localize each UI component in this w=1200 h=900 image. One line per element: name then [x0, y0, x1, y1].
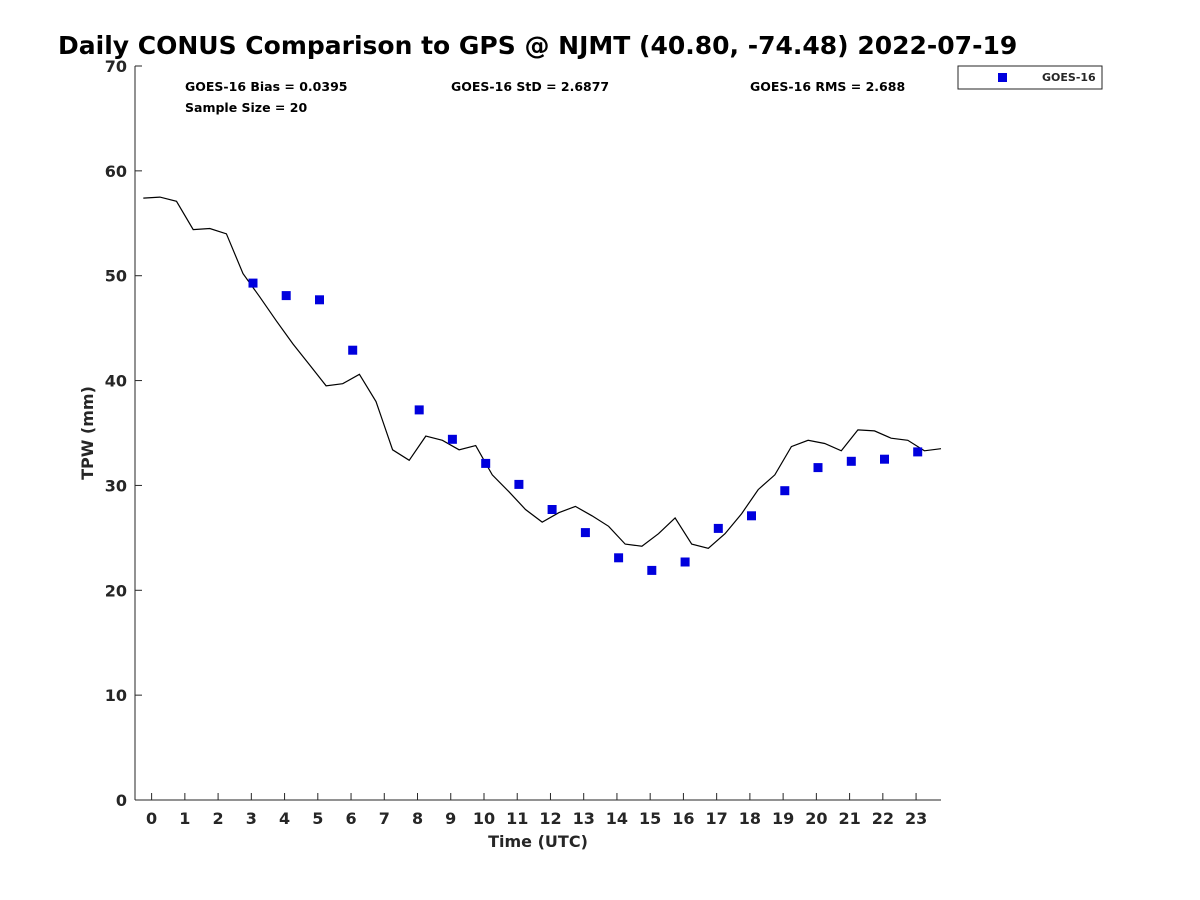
sample-size-stat: Sample Size = 20: [185, 100, 307, 115]
x-tick-label: 15: [639, 809, 661, 828]
chart-title: Daily CONUS Comparison to GPS @ NJMT (40…: [58, 31, 1017, 60]
x-tick-label: 11: [506, 809, 528, 828]
y-tick-label: 20: [105, 581, 127, 600]
goes16-point: [680, 557, 690, 567]
legend-box: [957, 65, 1103, 90]
std-stat: GOES-16 StD = 2.6877: [451, 79, 609, 94]
goes16-point: [248, 278, 258, 288]
goes16-point: [880, 454, 889, 464]
goes16-point: [647, 565, 657, 575]
goes16-point: [547, 505, 557, 514]
goes16-point: [747, 511, 756, 521]
goes16-point: [913, 447, 923, 457]
goes16-point: [580, 528, 590, 538]
y-axis-ticks: 0 10 20 30 40 50 60 70: [105, 57, 142, 810]
x-axis-ticks: 0 1 2 3 4 5 6 7 8 9 10 11 12 13 14 15 16 17 18 19 20 21 22 23: [146, 793, 927, 828]
goes16-point: [514, 479, 524, 489]
goes16-point: [281, 291, 291, 301]
x-tick-label: 13: [573, 809, 595, 828]
x-tick-label: 10: [473, 809, 495, 828]
x-tick-label: 1: [179, 809, 190, 828]
goes16-point: [846, 456, 856, 466]
x-tick-label: 4: [279, 809, 290, 828]
legend-marker-goes16: [998, 73, 1007, 82]
x-tick-label: 7: [379, 809, 390, 828]
goes16-points: [248, 278, 923, 575]
x-tick-label: 12: [539, 809, 561, 828]
y-tick-label: 10: [105, 686, 127, 705]
goes16-point: [614, 553, 624, 563]
x-tick-label: 9: [445, 809, 456, 828]
goes16-point: [713, 523, 723, 533]
y-tick-label: 70: [105, 57, 127, 76]
gps-tpw-line: [143, 196, 942, 549]
x-tick-label: 20: [805, 809, 827, 828]
goes16-point: [780, 486, 790, 496]
rms-stat: GOES-16 RMS = 2.688: [750, 79, 905, 94]
goes16-point: [414, 405, 424, 415]
y-tick-label: 50: [105, 267, 127, 286]
goes16-point: [348, 345, 358, 355]
x-tick-label: 21: [838, 809, 860, 828]
goes16-point: [315, 295, 324, 305]
bias-stat: GOES-16 Bias = 0.0395: [185, 79, 347, 94]
y-tick-label: 30: [105, 476, 127, 495]
x-tick-label: 5: [312, 809, 323, 828]
y-tick-label: 40: [105, 372, 127, 391]
y-axis-label: TPW (mm): [78, 386, 97, 480]
x-tick-label: 19: [772, 809, 794, 828]
goes16-point: [813, 463, 823, 473]
y-tick-label: 60: [105, 162, 127, 181]
x-tick-label: 17: [706, 809, 728, 828]
goes16-point: [481, 458, 491, 468]
goes16-point: [447, 434, 457, 444]
x-tick-label: 22: [872, 809, 894, 828]
x-tick-label: 23: [905, 809, 927, 828]
x-tick-label: 8: [412, 809, 423, 828]
x-tick-label: 14: [606, 809, 628, 828]
x-tick-label: 3: [246, 809, 257, 828]
x-tick-label: 2: [213, 809, 224, 828]
legend: GOES-16: [957, 65, 1103, 90]
x-tick-label: 0: [146, 809, 157, 828]
x-tick-label: 16: [672, 809, 694, 828]
gps-line: [143, 196, 942, 549]
x-tick-label: 6: [345, 809, 356, 828]
x-tick-label: 18: [739, 809, 761, 828]
x-axis-label: Time (UTC): [488, 832, 588, 851]
y-tick-label: 0: [116, 791, 127, 810]
legend-label-goes16: GOES-16: [1042, 71, 1096, 84]
